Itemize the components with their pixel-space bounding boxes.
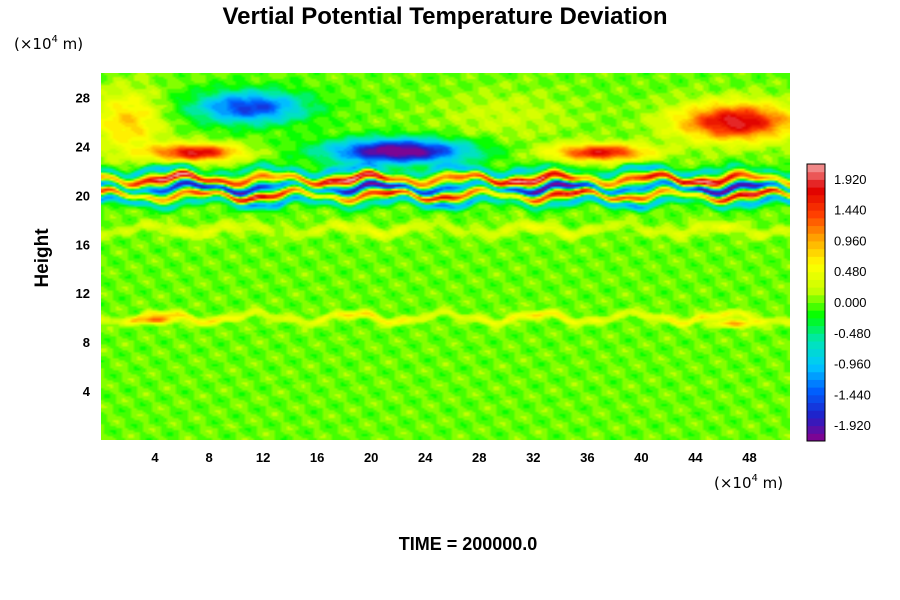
- y-axis-unit: (×104 m): [14, 34, 83, 53]
- colorbar-block: [807, 310, 825, 319]
- y-tick-label: 8: [83, 335, 90, 350]
- y-tick-label: 16: [76, 237, 90, 252]
- colorbar-block: [807, 371, 825, 380]
- colorbar-label: -0.960: [834, 357, 871, 372]
- colorbar-labels: 1.920 1.440 0.960 0.480 0.000 -0.480 -0.960 -1.…: [834, 172, 871, 433]
- heatmap-plot-area: [101, 73, 790, 440]
- colorbar-block: [807, 279, 825, 288]
- colorbar-block: [807, 333, 825, 342]
- x-tick-label: 32: [526, 450, 540, 465]
- y-tick-label: 20: [76, 188, 90, 203]
- colorbar-block: [807, 394, 825, 404]
- colorbar-block: [807, 387, 825, 396]
- colorbar-block: [807, 402, 825, 411]
- colorbar-block: [807, 194, 825, 203]
- colorbar-label: 1.920: [834, 172, 867, 187]
- colorbar-block: [807, 425, 825, 434]
- colorbar-label: 0.000: [834, 295, 867, 310]
- colorbar-block: [807, 225, 825, 234]
- colorbar-block: [807, 287, 825, 296]
- time-label: TIME = 200000.0: [399, 534, 538, 554]
- y-tick-label: 4: [83, 384, 91, 399]
- colorbar-block: [807, 202, 825, 211]
- colorbar-block: [807, 410, 825, 419]
- y-axis-label: Height: [32, 228, 53, 288]
- x-tick-label: 40: [634, 450, 648, 465]
- colorbar-block: [807, 340, 825, 350]
- y-tick-labels: 4 8 12 16 20 24 28: [76, 90, 91, 399]
- x-tick-label: 24: [418, 450, 433, 465]
- colorbar-block: [807, 171, 825, 180]
- colorbar-block: [807, 179, 825, 188]
- colorbar-frame: [806, 163, 826, 442]
- y-tick-label: 28: [76, 90, 90, 105]
- colorbar-block: [807, 217, 825, 227]
- colorbar-block: [807, 348, 825, 357]
- colorbar-block: [807, 356, 825, 365]
- colorbar-label: -1.920: [834, 418, 871, 433]
- colorbar-block: [807, 364, 825, 373]
- x-tick-label: 4: [151, 450, 159, 465]
- colorbar-block: [807, 294, 825, 303]
- y-tick-label: 12: [76, 286, 90, 301]
- x-tick-label: 16: [310, 450, 324, 465]
- colorbar-block: [807, 248, 825, 257]
- x-tick-label: 8: [205, 450, 212, 465]
- colorbar-blocks: [807, 164, 825, 442]
- x-tick-labels: 4 8 12 16 20 24 28 32 36 40 44 48: [151, 450, 756, 465]
- colorbar-block: [807, 317, 825, 327]
- colorbar-label: 1.440: [834, 203, 867, 218]
- colorbar: 1.920 1.440 0.960 0.480 0.000 -0.480 -0.960 -1.…: [806, 163, 871, 442]
- colorbar-label: 0.960: [834, 233, 867, 248]
- y-tick-label: 24: [76, 139, 91, 154]
- colorbar-block: [807, 417, 825, 427]
- x-tick-label: 28: [472, 450, 486, 465]
- colorbar-block: [807, 302, 825, 311]
- x-tick-label: 48: [742, 450, 756, 465]
- x-tick-label: 20: [364, 450, 378, 465]
- colorbar-label: 0.480: [834, 264, 867, 279]
- x-axis-unit: (×104 m): [714, 473, 783, 492]
- colorbar-block: [807, 187, 825, 196]
- colorbar-label: -1.440: [834, 387, 871, 402]
- colorbar-block: [807, 210, 825, 219]
- colorbar-block: [807, 240, 825, 250]
- colorbar-block: [807, 379, 825, 388]
- x-tick-label: 12: [256, 450, 270, 465]
- colorbar-block: [807, 164, 825, 173]
- colorbar-block: [807, 433, 825, 442]
- chart-title: Vertial Potential Temperature Deviation: [222, 3, 667, 30]
- x-tick-label: 44: [688, 450, 703, 465]
- colorbar-block: [807, 233, 825, 242]
- colorbar-label: -0.480: [834, 326, 871, 341]
- heatmap-field: [101, 73, 790, 440]
- x-tick-label: 36: [580, 450, 594, 465]
- colorbar-block: [807, 256, 825, 265]
- colorbar-block: [807, 264, 825, 273]
- colorbar-block: [807, 325, 825, 334]
- colorbar-block: [807, 271, 825, 280]
